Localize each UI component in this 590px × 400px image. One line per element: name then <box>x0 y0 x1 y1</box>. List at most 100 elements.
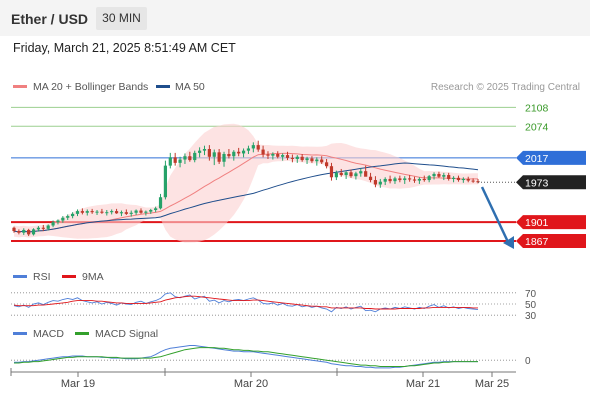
macd-panel: 0 <box>11 345 531 369</box>
bollinger-band-area <box>14 123 478 243</box>
candle-body <box>344 172 348 176</box>
timeframe-badge[interactable]: 30 MIN <box>96 7 147 30</box>
candle <box>75 209 80 217</box>
candle-body <box>261 149 265 155</box>
forecast-arrow <box>480 186 514 249</box>
candle <box>432 172 436 180</box>
candle <box>334 170 338 181</box>
level-label-2017: 2017 <box>525 153 549 165</box>
candle-body <box>80 211 84 213</box>
research-credit: Research © 2025 Trading Central <box>431 82 580 93</box>
candle-body <box>163 165 168 198</box>
candle <box>354 171 358 180</box>
candle-body <box>12 227 16 232</box>
candle-body <box>290 157 294 159</box>
candle <box>466 176 470 183</box>
x-tick-label: Mar 21 <box>406 378 440 390</box>
macd-legend-label: MACD <box>33 328 64 340</box>
candle <box>71 212 75 219</box>
candle <box>51 220 55 228</box>
candle-body <box>285 155 290 158</box>
candle-body <box>412 179 417 181</box>
macd-legend-swatch <box>13 332 27 335</box>
candle <box>393 176 397 184</box>
macd-tick-0: 0 <box>525 356 531 367</box>
rsi-ma-legend-swatch <box>62 275 76 278</box>
candle-body <box>22 229 26 233</box>
candle-body <box>334 172 338 178</box>
x-tick-label: Mar 25 <box>475 378 509 390</box>
candle-body <box>246 148 251 151</box>
candle <box>271 152 275 160</box>
candle-body <box>241 150 246 154</box>
candle <box>139 208 143 214</box>
candle <box>178 156 182 168</box>
candle-body <box>202 149 207 151</box>
candle <box>241 148 246 158</box>
candle-body <box>271 153 275 156</box>
candle-body <box>75 211 80 214</box>
candle-body <box>398 178 402 181</box>
candle-body <box>158 197 163 209</box>
candle-body <box>364 171 368 177</box>
candle <box>173 152 177 166</box>
price-levels: 2108 2074 2017 1901 1867 <box>11 102 586 249</box>
candle <box>447 172 451 181</box>
rsi-legend-label: RSI <box>33 271 51 283</box>
candle-body <box>305 158 309 161</box>
candle-body <box>461 178 465 181</box>
candle-body <box>422 178 426 181</box>
candle-body <box>354 173 358 177</box>
candle <box>119 210 124 217</box>
candle <box>305 156 309 164</box>
candle-body <box>144 211 148 213</box>
ma50-legend-label: MA 50 <box>175 81 205 93</box>
candle-body <box>329 166 334 178</box>
candle <box>315 157 319 166</box>
level-tag-1867 <box>516 234 586 249</box>
candle-body <box>114 211 119 214</box>
candle <box>134 209 138 215</box>
candle <box>90 208 94 214</box>
level-tag-2017 <box>516 150 586 165</box>
level-tag-1901 <box>516 215 586 230</box>
candle <box>344 171 348 179</box>
candle <box>451 176 456 183</box>
candle-body <box>168 157 172 166</box>
candle <box>295 155 299 163</box>
candle-body <box>471 180 475 182</box>
candle <box>193 150 197 163</box>
candle <box>412 176 417 183</box>
candle-body <box>295 156 299 159</box>
candles <box>12 140 480 237</box>
candle <box>17 229 21 235</box>
candle <box>154 206 158 213</box>
candle <box>46 224 50 231</box>
candle-body <box>324 162 329 167</box>
level-label-1867: 1867 <box>525 236 549 248</box>
level-label-2074: 2074 <box>525 121 549 133</box>
candle-body <box>320 159 324 163</box>
candle-body <box>95 211 99 213</box>
candle <box>168 152 172 169</box>
candle-body <box>51 222 55 226</box>
candle-body <box>217 152 221 162</box>
candle <box>388 175 392 184</box>
candle-body <box>447 175 451 179</box>
main-legend: MA 20 + Bollinger Bands MA 50 <box>13 81 205 93</box>
rsi-legend: RSI 9MA <box>13 271 104 283</box>
candle <box>80 208 84 215</box>
candle <box>276 151 280 159</box>
candle <box>329 162 334 181</box>
candle-body <box>310 158 314 162</box>
candle-body <box>281 155 285 157</box>
candle-body <box>198 150 202 153</box>
macd-signal-legend-label: MACD Signal <box>95 328 158 340</box>
candle-body <box>173 157 177 163</box>
candle-body <box>154 208 158 210</box>
moving-averages <box>13 152 479 233</box>
candle <box>461 177 465 183</box>
candle-body <box>417 178 421 181</box>
candle-body <box>442 175 446 177</box>
